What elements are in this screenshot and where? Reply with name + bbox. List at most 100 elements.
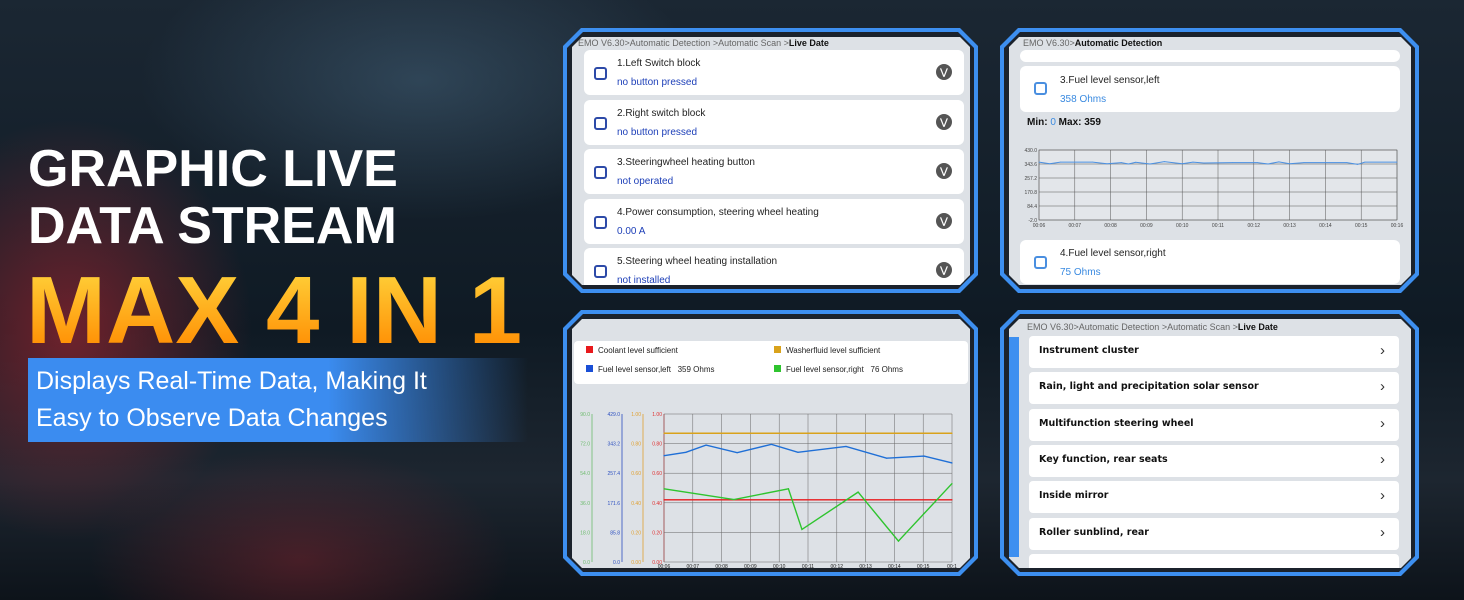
data-point <box>1135 162 1136 163</box>
legend-label: Fuel level sensor,right <box>786 365 864 374</box>
double-chevron-down-icon[interactable]: ⋁ <box>936 163 952 179</box>
x-tick-label: 00:13 <box>1283 223 1296 229</box>
data-point <box>845 446 846 447</box>
data-point <box>1304 162 1305 163</box>
list-item[interactable]: 3.Steeringwheel heating button not opera… <box>584 149 964 194</box>
y-tick-label: 18.0 <box>580 530 590 536</box>
subtitle-box: Displays Real-Time Data, Making It Easy … <box>28 358 528 442</box>
menu-item[interactable]: Rain, light and precipitation solar sens… <box>1029 372 1399 404</box>
x-tick-label: 00:12 <box>831 564 844 568</box>
y-tick-label: 1.00 <box>631 412 641 418</box>
list-item[interactable]: 4.Power consumption, steering wheel heat… <box>584 199 964 244</box>
data-point <box>1364 162 1365 163</box>
x-tick-label: 00:09 <box>744 564 757 568</box>
data-point <box>858 492 859 493</box>
list-item-previous[interactable] <box>1020 50 1400 62</box>
legend-value: 359 Ohms <box>677 365 715 374</box>
item-title: 4.Power consumption, steering wheel heat… <box>617 206 819 218</box>
legend-label: Washerfluid level sufficient <box>786 346 881 355</box>
list-item-fuel-right[interactable]: 4.Fuel level sensor,right 75 Ohms <box>1020 240 1400 284</box>
item-title: 2.Right switch block <box>617 107 706 119</box>
data-point <box>1397 162 1398 163</box>
menu-item-label: Instrument cluster <box>1039 345 1139 356</box>
y-tick-label: 0.20 <box>652 530 662 536</box>
menu-item[interactable]: Multifunction steering wheel › <box>1029 409 1399 441</box>
item-title: 3.Steeringwheel heating button <box>617 157 755 168</box>
y-tick-label: 257.4 <box>607 471 620 477</box>
item-title: 3.Fuel level sensor,left <box>1060 75 1160 86</box>
data-point <box>733 499 734 500</box>
data-point <box>1121 162 1122 163</box>
item-value: 0.00 A <box>617 225 646 237</box>
headline-line-1: GRAPHIC LIVE <box>28 140 398 198</box>
checkbox[interactable] <box>594 265 607 278</box>
data-point <box>737 452 738 453</box>
data-point <box>1150 164 1151 165</box>
x-tick-label: 00:09 <box>1140 223 1153 229</box>
menu-item-label: Key function, rear seats <box>1039 453 1168 465</box>
data-point <box>1268 164 1269 165</box>
legend-swatch <box>586 346 593 353</box>
legend-entry: Coolant level sufficient <box>586 346 685 355</box>
x-tick-label: 00:15 <box>1355 223 1368 229</box>
data-point <box>951 462 952 463</box>
y-tick-label: 84.4 <box>1027 204 1037 210</box>
menu-item-label: Rain, light and precipitation solar sens… <box>1039 381 1259 393</box>
data-point <box>1278 161 1279 162</box>
double-chevron-down-icon[interactable]: ⋁ <box>936 262 952 278</box>
menu-item[interactable]: Inside mirror › <box>1029 481 1399 513</box>
data-point <box>1092 162 1093 163</box>
checkbox[interactable] <box>594 216 607 229</box>
legend-entry: Fuel level sensor,left 359 Ohms <box>586 365 715 374</box>
list-item-fuel-left[interactable]: 3.Fuel level sensor,left 358 Ohms <box>1020 66 1400 112</box>
checkbox[interactable] <box>1034 82 1047 95</box>
data-point <box>1232 162 1233 163</box>
double-chevron-down-icon[interactable]: ⋁ <box>936 64 952 80</box>
menu-item-label: Multifunction steering wheel <box>1039 417 1194 429</box>
checkbox[interactable] <box>594 166 607 179</box>
data-point <box>951 433 952 434</box>
menu-item-label: Roller sunblind, rear <box>1039 526 1149 538</box>
menu-item[interactable]: Roller sunblind, rear › <box>1029 518 1399 550</box>
legend-label: Coolant level sufficient <box>598 346 678 355</box>
double-chevron-down-icon[interactable]: ⋁ <box>936 114 952 130</box>
checkbox[interactable] <box>594 67 607 80</box>
y-tick-label: 0.40 <box>652 501 662 507</box>
data-point <box>663 488 664 489</box>
y-tick-label: 171.6 <box>607 501 620 507</box>
item-value: no button pressed <box>617 126 698 138</box>
x-tick-label: 00:08 <box>715 564 728 568</box>
x-tick-label: 00:08 <box>1104 223 1117 229</box>
legend: Coolant level sufficient Washerfluid lev… <box>574 341 968 384</box>
list-item[interactable]: 1.Left Switch block no button pressed ⋁ <box>584 50 964 95</box>
data-point <box>1164 161 1165 162</box>
list-item[interactable]: 5.Steering wheel heating installation no… <box>584 248 964 285</box>
x-tick-label: 00:06 <box>1033 223 1046 229</box>
data-point <box>1203 163 1204 164</box>
checkbox[interactable] <box>594 117 607 130</box>
chevron-right-icon: › <box>1380 342 1385 359</box>
chevron-right-icon: › <box>1380 450 1385 468</box>
y-tick-label: 430.0 <box>1024 148 1037 154</box>
data-point <box>1289 163 1290 164</box>
menu-item[interactable] <box>1029 554 1399 568</box>
y-tick-label: 90.0 <box>580 412 590 418</box>
menu-item[interactable]: Key function, rear seats › <box>1029 445 1399 477</box>
y-tick-label: 0.0 <box>583 560 590 566</box>
list-item[interactable]: 2.Right switch block no button pressed ⋁ <box>584 100 964 145</box>
data-point <box>1357 164 1358 165</box>
data-point <box>685 452 686 453</box>
data-point <box>771 444 772 445</box>
min-max-readout: Min: 0 Max: 359 <box>1027 117 1101 128</box>
double-chevron-down-icon[interactable]: ⋁ <box>936 213 952 229</box>
headline-line-2: DATA STREAM <box>28 197 397 255</box>
panel-menu: EMO V6.30>Automatic Detection >Automatic… <box>1000 310 1419 576</box>
menu-item-label: Inside mirror <box>1039 490 1109 502</box>
headline-max: MAX 4 IN 1 <box>26 257 523 364</box>
menu-item[interactable]: Instrument cluster › <box>1029 336 1399 368</box>
checkbox[interactable] <box>1034 256 1047 269</box>
panel-live-list: EMO V6.30>Automatic Detection >Automatic… <box>563 28 978 293</box>
panel-single-graph: EMO V6.30>Automatic Detection 3.Fuel lev… <box>1000 28 1419 293</box>
legend-entry: Fuel level sensor,right 76 Ohms <box>774 365 903 374</box>
y-tick-label: 170.8 <box>1024 190 1037 196</box>
